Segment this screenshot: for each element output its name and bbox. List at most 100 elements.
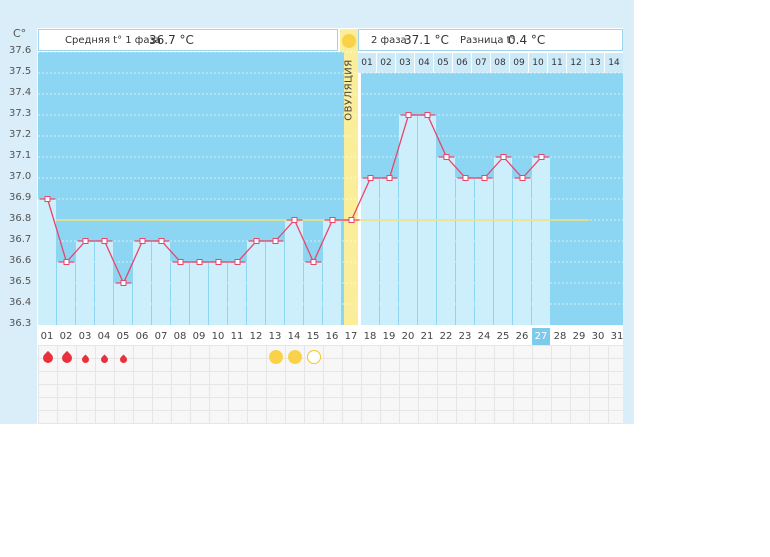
x-tick-label[interactable]: 16 [325,331,339,342]
phase2-day-cell: 13 [586,53,604,73]
current-day-label[interactable]: 27 [532,328,550,345]
temperature-bar [57,262,75,325]
temperature-bar [532,157,550,325]
temperature-point [120,280,127,286]
x-tick-label[interactable]: 25 [496,331,510,342]
x-tick-label[interactable]: 11 [230,331,244,342]
temperature-bar [266,241,284,325]
temperature-point [215,259,222,265]
x-tick-label[interactable]: 02 [59,331,73,342]
x-tick-label[interactable]: 05 [116,331,130,342]
x-tick-label[interactable]: 24 [477,331,491,342]
temperature-bar [475,178,493,325]
x-tick-label[interactable]: 26 [515,331,529,342]
temperature-bar [114,283,132,325]
y-tick-label: 36.8 [9,213,32,224]
x-tick-label[interactable]: 07 [154,331,168,342]
x-tick-label[interactable]: 12 [249,331,263,342]
temperature-bar [285,220,303,325]
x-tick-label[interactable]: 31 [610,331,624,342]
x-tick-label[interactable]: 20 [401,331,415,342]
x-tick-label[interactable]: 18 [363,331,377,342]
temperature-point [500,154,507,160]
phase1-value: 36.7 °C [149,33,194,47]
temperature-point [329,217,336,223]
phase2-day-cell: 09 [510,53,528,73]
temperature-point [367,175,374,181]
unit-label: C° [13,27,27,40]
x-tick-label[interactable]: 04 [97,331,111,342]
phase2-day-cell: 04 [415,53,433,73]
x-tick-label[interactable]: 19 [382,331,396,342]
phase2-day-cell: 10 [529,53,547,73]
temperature-bar [494,157,512,325]
phase2-day-cell: 03 [396,53,414,73]
x-tick-label[interactable]: 08 [173,331,187,342]
y-tick-label: 37.6 [9,45,32,56]
x-tick-label[interactable]: 06 [135,331,149,342]
temperature-point [519,175,526,181]
diff-label: Разница t° [460,35,516,46]
phase1-header: Средняя t° 1 фаза 36.7 °C [38,29,338,51]
x-tick-label[interactable]: 30 [591,331,605,342]
temperature-bar [380,178,398,325]
y-tick-label: 36.7 [9,234,32,245]
x-tick-label[interactable]: 22 [439,331,453,342]
temperature-point [443,154,450,160]
x-tick-label[interactable]: 23 [458,331,472,342]
temperature-bar [361,178,379,325]
temperature-point [196,259,203,265]
temperature-point [253,238,260,244]
y-tick-label: 37.0 [9,171,32,182]
temperature-bar [152,241,170,325]
phase2-day-cell: 06 [453,53,471,73]
temperature-bar [513,178,531,325]
temperature-point [538,154,545,160]
phase2-day-cell: 11 [548,53,566,73]
temperature-bar [304,262,322,325]
ovulation-sun-icon [342,34,356,48]
symptom-grid [38,345,623,424]
sun-icon [287,350,302,364]
y-tick-label: 37.5 [9,66,32,77]
temperature-point [310,259,317,265]
temperature-bar [209,262,227,325]
x-tick-label[interactable]: 29 [572,331,586,342]
diff-value: 0.4 °C [508,33,546,47]
sun-icon [268,350,283,364]
phase2-day-cell: 05 [434,53,452,73]
x-tick-label[interactable]: 17 [344,331,358,342]
x-tick-label[interactable]: 01 [40,331,54,342]
temperature-point [481,175,488,181]
temperature-point [424,112,431,118]
x-tick-label[interactable]: 10 [211,331,225,342]
temperature-bar [171,262,189,325]
temperature-point [177,259,184,265]
ovulation-label: ОВУЛЯЦИЯ [343,59,355,121]
x-tick-label[interactable]: 14 [287,331,301,342]
x-tick-label[interactable]: 03 [78,331,92,342]
temperature-point [101,238,108,244]
y-tick-label: 36.5 [9,276,32,287]
y-tick-label: 37.3 [9,108,32,119]
x-tick-label[interactable]: 13 [268,331,282,342]
temperature-bar [190,262,208,325]
temperature-bar [437,157,455,325]
phase2-header: 2 фаза 37.1 °C Разница t° 0.4 °C [358,29,623,51]
phase2-day-strip: 01 02 03 04 05 06 07 08 09 10 11 12 13 14 [358,53,623,73]
temperature-bar [38,199,56,325]
temperature-point [462,175,469,181]
x-tick-label[interactable]: 21 [420,331,434,342]
sun-outline-icon [306,350,321,364]
x-tick-label[interactable]: 09 [192,331,206,342]
temperature-point [82,238,89,244]
temperature-point [272,238,279,244]
temperature-bar [456,178,474,325]
x-tick-label[interactable]: 15 [306,331,320,342]
phase2-day-cell: 07 [472,53,490,73]
phase2-label: 2 фаза [371,35,407,46]
x-tick-label[interactable]: 28 [553,331,567,342]
phase2-day-cell: 12 [567,53,585,73]
y-tick-label: 36.9 [9,192,32,203]
y-tick-label: 37.1 [9,150,32,161]
